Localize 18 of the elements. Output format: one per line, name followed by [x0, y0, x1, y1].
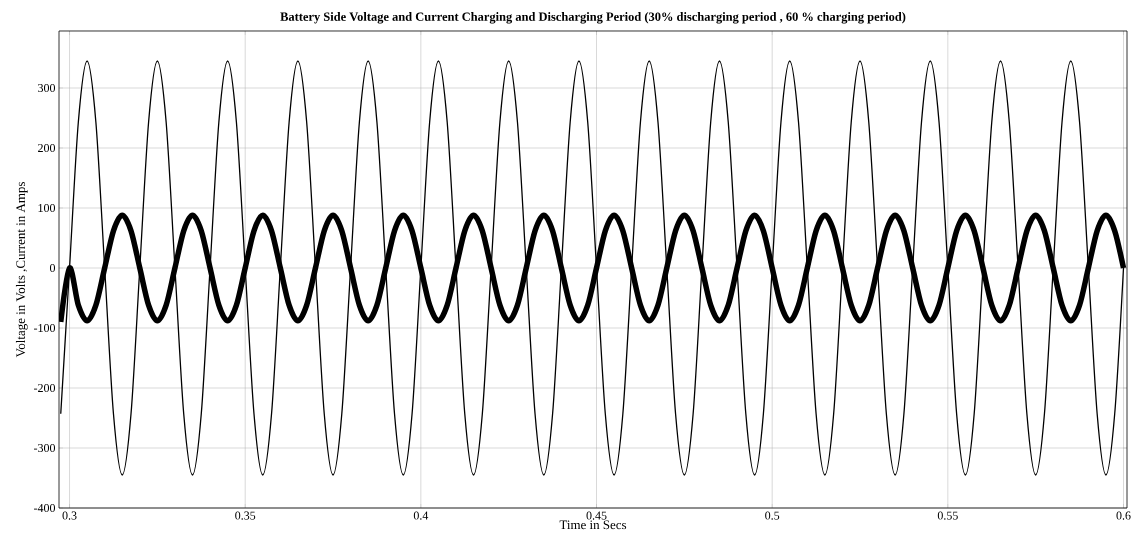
x-tick-label: 0.4	[413, 511, 429, 520]
y-axis-title: Voltage in Volts ,Current in Amps	[15, 182, 28, 358]
y-tick-label: -100	[34, 323, 56, 333]
y-tick-label: 200	[38, 143, 56, 153]
chart-title: Battery Side Voltage and Current Charging and Discharging Period (30% discharging period , 60 % charging period)	[280, 12, 906, 24]
y-tick-label: -300	[34, 443, 56, 453]
y-tick-label: 0	[49, 263, 56, 273]
y-tick-label: 300	[38, 83, 56, 93]
y-tick-label: 100	[38, 203, 56, 213]
x-tick-label: 0.3	[62, 511, 77, 520]
x-tick-label: 0.45	[586, 511, 607, 520]
x-tick-label: 0.5	[765, 511, 780, 520]
x-axis-title: Time in Secs	[559, 520, 627, 530]
x-tick-label: 0.55	[937, 511, 958, 520]
y-tick-label: -400	[34, 503, 56, 513]
x-tick-label: 0.6	[1116, 511, 1131, 520]
y-tick-label: -200	[34, 383, 56, 393]
x-tick-label: 0.35	[235, 511, 256, 520]
